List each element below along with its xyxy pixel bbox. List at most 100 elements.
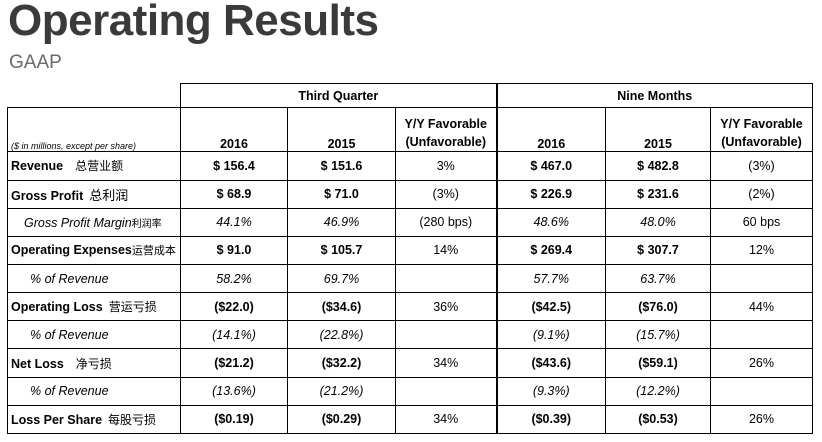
col-header-9m-2015: 2015 bbox=[605, 107, 711, 153]
table-row: Gross Profit Margin利润率 44.1% 46.9% (280 … bbox=[7, 207, 813, 237]
cell-opex-pct-9m-2016: 57.7% bbox=[495, 263, 606, 294]
cell-gross-profit-q3-yy: (3%) bbox=[395, 179, 497, 209]
cell-oploss-9m-2015: ($76.0) bbox=[605, 292, 711, 322]
cell-revenue-9m-2016: $ 467.0 bbox=[495, 151, 606, 181]
operating-results-table: Third Quarter Nine Months ($ in millions… bbox=[7, 82, 813, 435]
cell-oploss-q3-2015: ($34.6) bbox=[287, 292, 396, 322]
cell-netloss-q3-2015: ($32.2) bbox=[287, 348, 396, 378]
row-label-net-loss-cn: 净亏损 bbox=[75, 356, 112, 371]
cell-oploss-q3-2016: ($22.0) bbox=[180, 292, 288, 322]
row-label-operating-loss: Operating Loss bbox=[11, 300, 103, 315]
row-label-gross-profit-cn: 总利润 bbox=[89, 187, 129, 203]
cell-gpm-9m-yy: 60 bps bbox=[710, 207, 813, 237]
cell-netloss-q3-yy: 34% bbox=[395, 348, 497, 378]
cell-opex-q3-yy: 14% bbox=[395, 235, 497, 266]
page-title: Operating Results bbox=[8, 0, 379, 45]
cell-lps-9m-2015: ($0.53) bbox=[605, 404, 711, 435]
row-label-net-loss: Net Loss bbox=[11, 356, 64, 371]
cell-oploss-pct-9m-2016: (9.1%) bbox=[495, 320, 606, 350]
col-header-9m-yy: Y/Y Favorable (Unfavorable) bbox=[710, 107, 813, 153]
cell-netloss-pct-q3-2016: (13.6%) bbox=[180, 376, 288, 406]
cell-lps-9m-yy: 26% bbox=[710, 404, 813, 435]
col-header-q3-yy: Y/Y Favorable (Unfavorable) bbox=[395, 107, 497, 153]
cell-gross-profit-9m-2016: $ 226.9 bbox=[495, 179, 606, 209]
cell-netloss-9m-2016: ($43.6) bbox=[495, 348, 606, 378]
table-row: Loss Per Share 每股亏损 ($0.19) ($0.29) 34% (… bbox=[7, 404, 813, 435]
cell-opex-9m-yy: 12% bbox=[710, 235, 813, 266]
row-label-revenue: Revenue bbox=[11, 159, 64, 174]
cell-netloss-9m-yy: 26% bbox=[710, 348, 813, 378]
cell-gross-profit-q3-2015: $ 71.0 bbox=[287, 179, 396, 209]
cell-gpm-q3-2015: 46.9% bbox=[287, 207, 396, 237]
cell-opex-pct-q3-2016: 58.2% bbox=[180, 263, 288, 294]
cell-gpm-9m-2016: 48.6% bbox=[495, 207, 606, 237]
cell-opex-9m-2015: $ 307.7 bbox=[605, 235, 711, 266]
cell-revenue-9m-2015: $ 482.8 bbox=[605, 151, 711, 181]
table-row: Operating Expenses运营成本 $ 91.0 $ 105.7 14… bbox=[7, 235, 813, 266]
cell-revenue-q3-2016: $ 156.4 bbox=[180, 151, 288, 181]
row-label-operating-expenses: Operating Expenses bbox=[11, 243, 132, 258]
cell-opex-pct-q3-yy bbox=[395, 263, 497, 294]
cell-lps-q3-2016: ($0.19) bbox=[180, 404, 288, 435]
group-header-third-quarter: Third Quarter bbox=[180, 82, 497, 109]
row-label-opex-pct-revenue: % of Revenue bbox=[7, 263, 181, 294]
cell-lps-q3-2015: ($0.29) bbox=[287, 404, 396, 435]
cell-oploss-pct-q3-yy bbox=[395, 320, 497, 350]
table-row: Operating Loss 营运亏损 ($22.0) ($34.6) 36% (… bbox=[7, 292, 813, 322]
cell-lps-9m-2016: ($0.39) bbox=[495, 404, 606, 435]
row-label-oploss-pct-revenue: % of Revenue bbox=[7, 320, 181, 350]
cell-oploss-9m-2016: ($42.5) bbox=[495, 292, 606, 322]
cell-revenue-9m-yy: (3%) bbox=[710, 151, 813, 181]
cell-gross-profit-q3-2016: $ 68.9 bbox=[180, 179, 288, 209]
cell-gross-profit-9m-yy: (2%) bbox=[710, 179, 813, 209]
row-label-operating-loss-cn: 营运亏损 bbox=[108, 300, 157, 315]
row-label-gross-profit-margin: Gross Profit Margin bbox=[24, 215, 132, 230]
group-header-row: Third Quarter Nine Months bbox=[7, 82, 813, 109]
row-label-netloss-pct-revenue: % of Revenue bbox=[7, 376, 181, 406]
cell-opex-9m-2016: $ 269.4 bbox=[495, 235, 606, 266]
cell-netloss-pct-q3-yy bbox=[395, 376, 497, 406]
cell-oploss-q3-yy: 36% bbox=[395, 292, 497, 322]
table-row: % of Revenue (13.6%) (21.2%) (9.3%) (12.… bbox=[7, 376, 813, 406]
column-header-row: ($ in millions, except per share) 2016 2… bbox=[7, 107, 813, 153]
row-label-revenue-cn: 总营业额 bbox=[75, 159, 124, 174]
col-header-q3-2016: 2016 bbox=[180, 107, 288, 153]
table-row: % of Revenue (14.1%) (22.8%) (9.1%) (15.… bbox=[7, 320, 813, 350]
row-label-gross-profit: Gross Profit bbox=[11, 188, 84, 203]
cell-gpm-q3-2016: 44.1% bbox=[180, 207, 288, 237]
row-label-loss-per-share-cn: 每股亏损 bbox=[108, 412, 157, 427]
header-blank-cell bbox=[7, 83, 181, 109]
cell-gpm-q3-yy: (280 bps) bbox=[395, 207, 497, 237]
row-label-gross-profit-margin-cn: 利润率 bbox=[131, 218, 162, 230]
cell-opex-pct-9m-2015: 63.7% bbox=[605, 263, 711, 294]
cell-oploss-pct-9m-yy bbox=[710, 320, 813, 350]
col-header-q3-2015: 2015 bbox=[287, 107, 396, 153]
cell-oploss-pct-q3-2015: (22.8%) bbox=[287, 320, 396, 350]
cell-opex-pct-9m-yy bbox=[710, 263, 813, 294]
cell-lps-q3-yy: 34% bbox=[395, 404, 497, 435]
cell-opex-q3-2016: $ 91.0 bbox=[180, 235, 288, 266]
table-row: Net Loss 净亏损 ($21.2) ($32.2) 34% ($43.6) … bbox=[7, 348, 813, 378]
table-row: Gross Profit 总利润 $ 68.9 $ 71.0 (3%) $ 226… bbox=[7, 179, 813, 209]
table-row: Revenue 总营业额 $ 156.4 $ 151.6 3% $ 467.0 $… bbox=[7, 151, 813, 181]
page-subtitle: GAAP bbox=[9, 52, 62, 73]
cell-oploss-pct-q3-2016: (14.1%) bbox=[180, 320, 288, 350]
cell-netloss-pct-9m-2015: (12.2%) bbox=[605, 376, 711, 406]
row-label-operating-expenses-cn: 运营成本 bbox=[131, 245, 176, 258]
cell-gross-profit-9m-2015: $ 231.6 bbox=[605, 179, 711, 209]
cell-revenue-q3-2015: $ 151.6 bbox=[287, 151, 396, 181]
cell-revenue-q3-yy: 3% bbox=[395, 151, 497, 181]
row-label-loss-per-share: Loss Per Share bbox=[11, 412, 103, 427]
units-note: ($ in millions, except per share) bbox=[7, 107, 181, 153]
table-row: % of Revenue 58.2% 69.7% 57.7% 63.7% bbox=[7, 263, 813, 294]
group-header-nine-months: Nine Months bbox=[495, 82, 813, 109]
cell-netloss-pct-q3-2015: (21.2%) bbox=[287, 376, 396, 406]
cell-netloss-9m-2015: ($59.1) bbox=[605, 348, 711, 378]
cell-oploss-9m-yy: 44% bbox=[710, 292, 813, 322]
cell-netloss-pct-9m-2016: (9.3%) bbox=[495, 376, 606, 406]
cell-gpm-9m-2015: 48.0% bbox=[605, 207, 711, 237]
cell-opex-q3-2015: $ 105.7 bbox=[287, 235, 396, 266]
cell-netloss-q3-2016: ($21.2) bbox=[180, 348, 288, 378]
cell-netloss-pct-9m-yy bbox=[710, 376, 813, 406]
col-header-9m-2016: 2016 bbox=[495, 107, 606, 153]
